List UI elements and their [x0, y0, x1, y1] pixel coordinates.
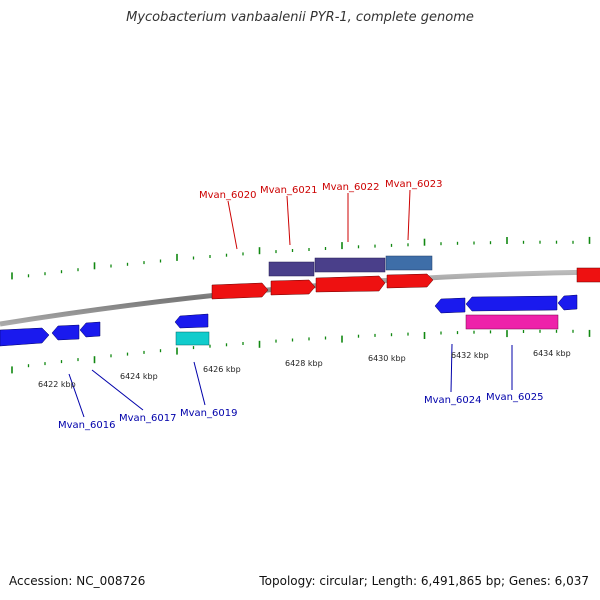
gene-label-mvan-6019: Mvan_6019 [180, 408, 237, 419]
gene-mvan-6022[interactable] [315, 275, 386, 293]
scale-labels: 6422 kbp 6424 kbp 6426 kbp 6428 kbp 6430… [38, 349, 571, 389]
scale-label: 6430 kbp [368, 354, 406, 363]
gene-mvan-6025[interactable] [465, 295, 558, 312]
leader-lines-bottom [68, 343, 513, 418]
feature-6021[interactable] [268, 261, 315, 277]
gene-label-mvan-6023: Mvan_6023 [385, 179, 442, 190]
scale-label: 6424 kbp [120, 372, 158, 381]
scale-label: 6426 kbp [203, 365, 241, 374]
gene-mvan-6016[interactable] [0, 327, 50, 347]
topology-text: Topology: circular; Length: 6,491,865 bp… [259, 574, 589, 588]
gene-mvan-6024[interactable] [434, 297, 466, 314]
gene-label-mvan-6016: Mvan_6016 [58, 420, 115, 431]
gene-mvan-6023[interactable] [386, 273, 434, 289]
gene-mvan-6020[interactable] [211, 282, 269, 300]
accession-text: Accession: NC_008726 [9, 574, 146, 588]
map-title: Mycobacterium vanbaalenii PYR-1, complet… [126, 10, 474, 25]
leader-lines-top [227, 189, 411, 250]
gene-label-mvan-6022: Mvan_6022 [322, 182, 379, 193]
feature-6023[interactable] [385, 255, 433, 271]
scale-label: 6432 kbp [451, 351, 489, 360]
upper-features [268, 255, 433, 277]
gene-label-mvan-6020: Mvan_6020 [199, 190, 256, 201]
scale-label: 6428 kbp [285, 359, 323, 368]
gene-label-mvan-6017: Mvan_6017 [119, 413, 176, 424]
forward-strand-genes [211, 267, 600, 300]
gene-mvan-6025-feature[interactable] [465, 314, 559, 330]
scale-label: 6422 kbp [38, 380, 76, 389]
gene-mvan-6019[interactable] [174, 313, 209, 329]
gene-label-mvan-6024: Mvan_6024 [424, 395, 481, 406]
scale-label: 6434 kbp [533, 349, 571, 358]
lower-tick-row [11, 329, 591, 374]
gene-mvan-6021[interactable] [270, 279, 316, 296]
gene-mvan-6017[interactable] [51, 324, 80, 341]
gene-mvan-6027[interactable] [576, 267, 600, 283]
gene-label-mvan-6021: Mvan_6021 [260, 185, 317, 196]
reverse-strand-genes [0, 294, 578, 347]
upper-tick-row [11, 236, 591, 280]
gene-mvan-6026[interactable] [557, 294, 578, 311]
gene-mvan-6018[interactable] [79, 321, 101, 338]
gene-label-mvan-6025: Mvan_6025 [486, 392, 543, 403]
gene-labels-bottom: Mvan_6016 Mvan_6017 Mvan_6019 Mvan_6024 … [58, 392, 543, 431]
gene-mvan-6019-feature[interactable] [175, 331, 210, 346]
feature-6022[interactable] [314, 257, 386, 273]
gene-labels-top: Mvan_6020 Mvan_6021 Mvan_6022 Mvan_6023 [199, 179, 442, 201]
